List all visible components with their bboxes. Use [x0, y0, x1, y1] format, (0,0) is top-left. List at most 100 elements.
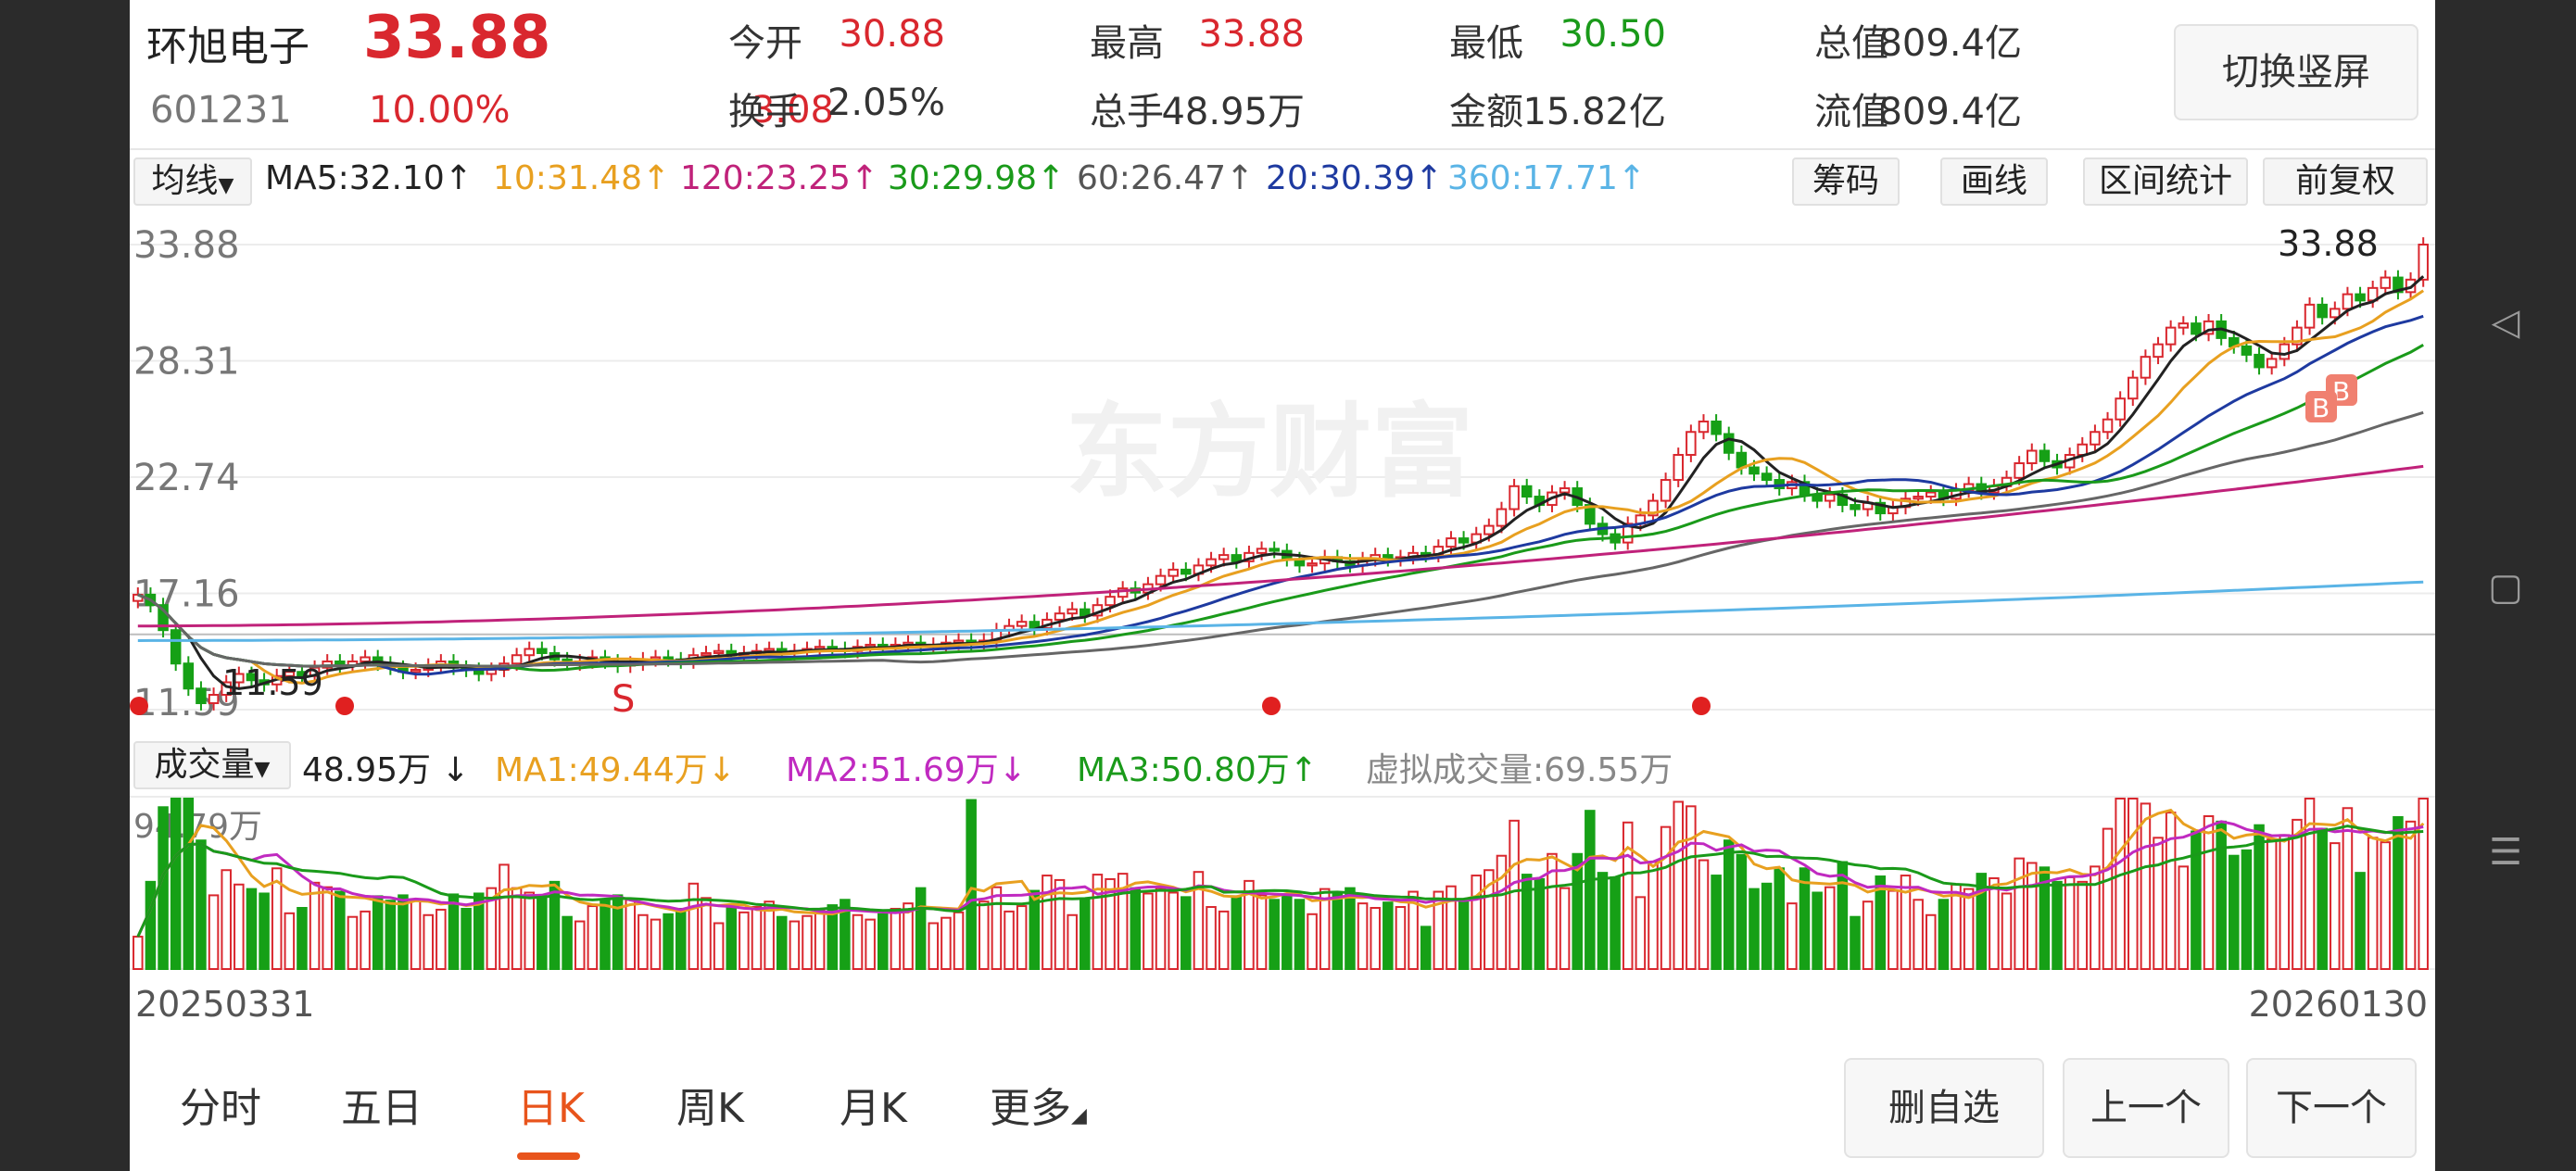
- volume-bar: [852, 913, 864, 970]
- volume-bar: [802, 914, 813, 970]
- volume-bar: [2178, 865, 2190, 970]
- action-button[interactable]: 删自选: [1844, 1058, 2044, 1158]
- candle: [1016, 621, 1028, 627]
- candle: [2153, 343, 2164, 359]
- volume-chart[interactable]: 94.79万: [130, 795, 2435, 978]
- volume-bar: [1408, 890, 1419, 970]
- volume-bar: [1711, 875, 1722, 970]
- candle: [2140, 356, 2152, 379]
- volume-bar: [713, 922, 725, 971]
- candle: [1824, 493, 1836, 502]
- volume-bar: [2191, 830, 2202, 970]
- nav-back-icon[interactable]: ◁: [2491, 301, 2520, 344]
- volume-bar: [1900, 875, 1912, 970]
- volume-bar: [1433, 890, 1445, 970]
- candle: [1206, 558, 1217, 567]
- start-date: 20250331: [135, 984, 315, 1025]
- volume-bar: [1749, 888, 1760, 970]
- period-tab[interactable]: 周K: [676, 1085, 744, 1132]
- candle: [196, 687, 207, 705]
- volume-bar: [1130, 887, 1142, 970]
- period-tab[interactable]: 五日: [341, 1085, 423, 1132]
- volume-bar: [1282, 894, 1293, 970]
- volume-bar: [347, 915, 359, 970]
- volume-bar: [915, 887, 927, 970]
- ma-selector-label: 均线: [151, 162, 219, 200]
- event-marker[interactable]: [130, 697, 148, 715]
- period-tab[interactable]: 日K: [517, 1085, 585, 1132]
- event-marker[interactable]: [335, 697, 354, 715]
- period-tab[interactable]: 分时: [180, 1085, 261, 1132]
- volume-bar: [827, 904, 839, 970]
- volume-bar: [1471, 875, 1482, 970]
- change-amount: 3.08: [751, 89, 834, 132]
- candle: [1168, 568, 1179, 577]
- volume-current: 48.95万 ↓: [302, 751, 470, 789]
- chart-tool-button[interactable]: 筹码: [1792, 157, 1900, 206]
- volume-bar: [473, 892, 485, 970]
- price-axis-label: 33.88: [133, 224, 240, 267]
- volume-bar: [979, 900, 990, 970]
- event-marker[interactable]: [1262, 697, 1281, 715]
- volume-bar: [688, 882, 700, 970]
- quote-value: 33.88: [1198, 13, 1305, 56]
- volume-legend-row: 成交量▼ 48.95万 ↓ MA1:49.44万↓ MA2:51.69万↓ MA3:…: [130, 737, 2435, 793]
- period-tab[interactable]: 月K: [840, 1085, 907, 1132]
- volume-bar: [675, 907, 687, 970]
- candle: [1067, 608, 1078, 615]
- volume-bar: [322, 886, 333, 970]
- ma-line: [137, 343, 2424, 673]
- candle: [234, 673, 245, 684]
- candle: [1749, 466, 1760, 475]
- nav-menu-icon[interactable]: ☰: [2489, 831, 2522, 874]
- volume-bar: [486, 887, 498, 970]
- candle: [1723, 433, 1735, 454]
- volume-bar: [423, 913, 434, 970]
- chart-tool-button[interactable]: 区间统计: [2083, 157, 2248, 206]
- candle: [2266, 358, 2278, 369]
- volume-bar: [2216, 820, 2227, 971]
- candle: [1446, 537, 1457, 548]
- ma-legend-item: MA5:32.10↑: [265, 159, 473, 197]
- volume-bar: [410, 899, 422, 970]
- volume-bar: [1850, 915, 1861, 970]
- candle: [701, 651, 712, 657]
- volume-bar: [1332, 892, 1344, 970]
- ma-line: [137, 464, 2424, 628]
- quote-label: 总手: [1090, 91, 1164, 133]
- volume-bar: [1345, 887, 1356, 970]
- price-axis-label: 22.74: [133, 457, 240, 499]
- candle: [1559, 487, 1571, 494]
- period-tab[interactable]: 更多◢: [990, 1085, 1087, 1132]
- volume-bar: [1812, 891, 1823, 970]
- ma-legend-item: 30:29.98↑: [888, 159, 1066, 197]
- candle: [1484, 524, 1495, 535]
- candle: [1711, 420, 1722, 435]
- volume-bar: [1218, 910, 1230, 970]
- volume-bar: [625, 899, 637, 970]
- ma-selector[interactable]: 均线▼: [133, 157, 252, 206]
- volume-bar: [966, 799, 977, 971]
- volume-bar: [1888, 889, 1899, 970]
- candle: [2077, 443, 2089, 457]
- chart-tool-button[interactable]: 画线: [1940, 157, 2048, 206]
- switch-portrait-button[interactable]: 切换竖屏: [2174, 24, 2418, 120]
- event-marker[interactable]: [1692, 697, 1711, 715]
- chart-tool-button[interactable]: 前复权: [2263, 157, 2428, 206]
- volume-bar: [1168, 891, 1179, 970]
- volume-bar: [663, 913, 674, 970]
- volume-bar: [1622, 821, 1634, 971]
- action-button[interactable]: 上一个: [2063, 1058, 2229, 1158]
- stock-panel: 环旭电子 33.88 601231 10.00% 3.08 今开 30.88 最高 3…: [130, 0, 2435, 1171]
- volume-bar: [1155, 887, 1167, 970]
- volume-bar: [1547, 852, 1558, 970]
- nav-home-icon[interactable]: ▢: [2488, 566, 2523, 609]
- candle: [1509, 485, 1520, 510]
- volume-bar: [1660, 825, 1672, 970]
- candle: [1698, 420, 1710, 434]
- action-button[interactable]: 下一个: [2246, 1058, 2417, 1158]
- candle: [1660, 479, 1672, 502]
- volume-selector[interactable]: 成交量▼: [133, 741, 291, 789]
- quote-value: 30.88: [839, 13, 945, 56]
